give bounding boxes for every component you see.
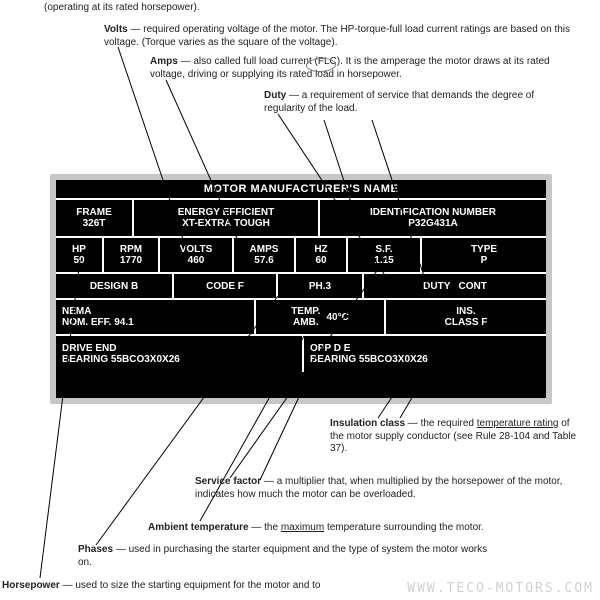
cell-sf: S.F.1.15: [348, 238, 422, 272]
watermark: WWW.TECO-MOTORS.COM: [407, 581, 594, 596]
plate-title: MOTOR MANUFACTURER'S NAME: [56, 180, 546, 200]
anno-amps: Amps — also called full load current (FL…: [150, 56, 580, 81]
cell-volts: VOLTS460: [160, 238, 234, 272]
cell-amps: AMPS57.6: [234, 238, 296, 272]
anno-volts: Volts — required operating voltage of th…: [104, 24, 574, 49]
cell-id: IDENTIFICATION NUMBER P32G431A: [320, 200, 546, 236]
cell-phase: PH.3: [278, 274, 364, 298]
cell-duty: DUTY CONT: [364, 274, 546, 298]
cell-rpm: RPM1770: [104, 238, 160, 272]
cell-ins: INS. CLASS F: [386, 300, 546, 334]
row-2: HP50 RPM1770 VOLTS460 AMPS57.6 HZ60 S.F.…: [56, 238, 546, 274]
cell-frame: FRAME 326T: [56, 200, 134, 236]
anno-ins: Insulation class — the required temperat…: [330, 418, 582, 456]
row-3: DESIGN B CODE F PH.3 DUTY CONT: [56, 274, 546, 300]
cell-nema: NEMA NOM. EFF. 94.1: [56, 300, 256, 334]
nameplate-inner: MOTOR MANUFACTURER'S NAME FRAME 326T ENE…: [56, 180, 546, 398]
nameplate: MOTOR MANUFACTURER'S NAME FRAME 326T ENE…: [50, 174, 552, 404]
cell-hp: HP50: [56, 238, 104, 272]
anno-sf: Service factor — a multiplier that, when…: [195, 476, 575, 501]
row-1: FRAME 326T ENERGY EFFICIENT XT-EXTRA TOU…: [56, 200, 546, 238]
cell-opp-de: OPP D E BEARING 55BCO3X0X26: [304, 336, 546, 372]
anno-duty: Duty — a requirement of service that dem…: [264, 90, 564, 115]
cell-design: DESIGN B: [56, 274, 174, 298]
cell-temp: TEMP. AMB. 40°C: [256, 300, 386, 334]
cell-hz: HZ60: [296, 238, 348, 272]
row-4: NEMA NOM. EFF. 94.1 TEMP. AMB. 40°C INS.…: [56, 300, 546, 336]
cell-code: CODE F: [174, 274, 278, 298]
anno-operating: (operating at its rated horsepower).: [44, 2, 304, 15]
anno-amb: Ambient temperature — the maximum temper…: [148, 522, 578, 535]
cell-type: TYPEP: [422, 238, 546, 272]
cell-energy-efficient: ENERGY EFFICIENT XT-EXTRA TOUGH: [134, 200, 320, 236]
anno-phases: Phases — used in purchasing the starter …: [78, 544, 498, 569]
cell-drive-end: DRIVE END BEARING 55BCO3X0X26: [56, 336, 304, 372]
row-5: DRIVE END BEARING 55BCO3X0X26 OPP D E BE…: [56, 336, 546, 372]
